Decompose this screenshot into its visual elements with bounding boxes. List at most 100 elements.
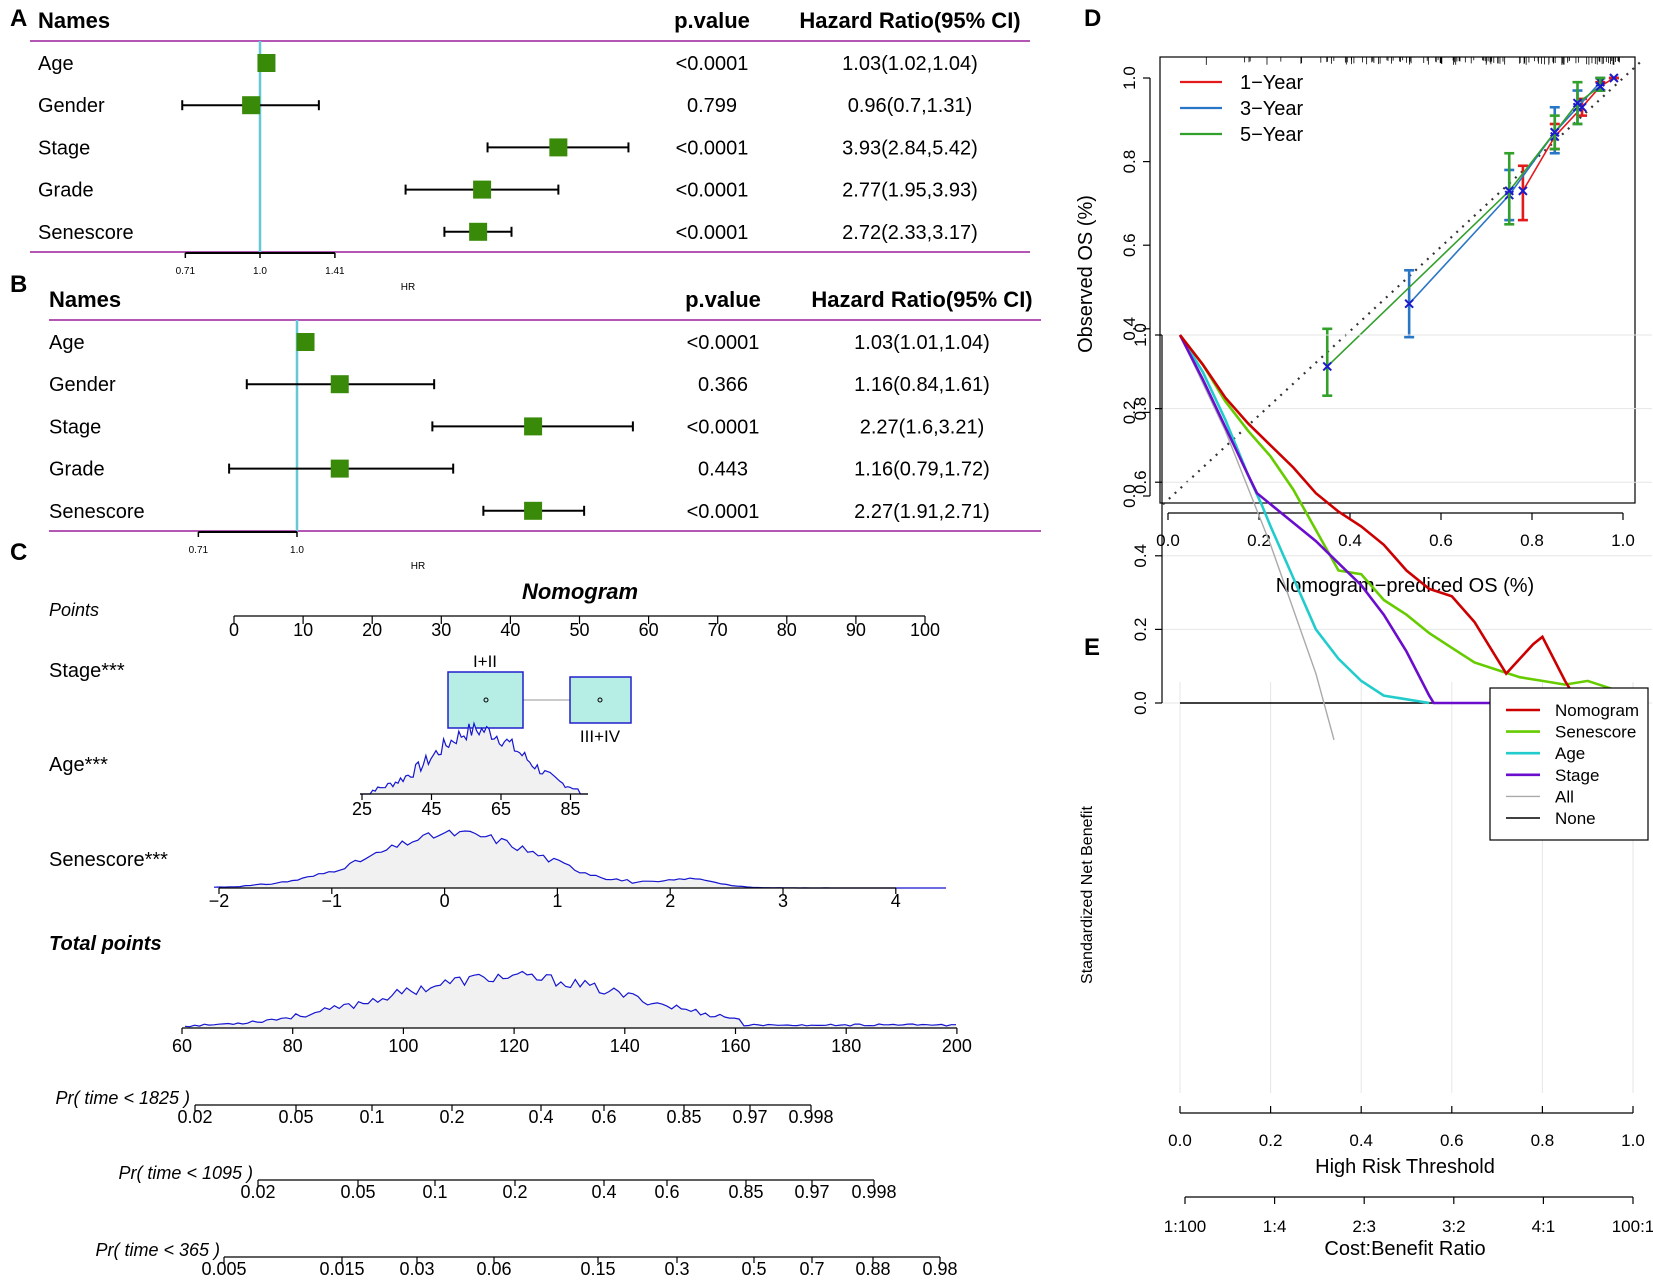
panel-label-e: E [1084,634,1100,661]
forest-a-row-name: Grade [38,180,94,202]
nomogram-age-density-line [360,721,588,795]
forest-a-hr-marker [257,54,276,72]
nomogram-points-tick-label: 10 [293,620,313,640]
nomogram-total-tick-label: 140 [610,1036,640,1056]
calibration-x-tick-label: 0.2 [1247,531,1271,550]
nomogram-age-label: Age*** [49,754,108,776]
calibration-x-label: Nomogram−prediced OS (%) [1276,575,1534,597]
nomogram-senescore-label: Senescore*** [49,849,168,871]
nomogram-prob-tick-label: 0.03 [399,1259,434,1279]
nomogram-points-tick-label: 70 [708,620,728,640]
forest-a-row-pvalue: <0.0001 [676,53,749,75]
dca-ratio-tick-label: 4:1 [1532,1217,1556,1236]
nomogram-prob-tick-label: 0.6 [654,1182,679,1202]
nomogram-total-tick-label: 160 [720,1036,750,1056]
forest-a-row-ci: 2.77(1.95,3.93) [842,180,978,202]
forest-b-header-hr: Hazard Ratio(95% CI) [811,287,1032,312]
forest-b-row-pvalue: <0.0001 [687,501,760,523]
calibration-series-3year-line [1408,81,1601,305]
nomogram-senescore-tick-label: 1 [552,891,562,911]
dca-series-senescore [1178,334,1634,697]
calibration-legend-label: 1−Year [1240,72,1304,94]
calibration-series-3year-point [1404,299,1414,309]
nomogram-stage-box-low [447,671,524,729]
forest-b-row-ci: 1.16(0.79,1.72) [854,459,990,481]
nomogram-points-tick-label: 30 [431,620,451,640]
nomogram-total-tick-label: 80 [283,1036,303,1056]
nomogram-prob-tick-label: 0.2 [502,1182,527,1202]
calibration-series-1year-line [1522,77,1615,192]
nomogram-points-label: Points [49,600,99,620]
nomogram-prob-tick-label: 0.97 [732,1107,767,1127]
calibration-x-tick-label: 0.4 [1338,531,1362,550]
calibration-legend-label: 5−Year [1240,124,1304,146]
nomogram-total-tick-label: 180 [831,1036,861,1056]
nomogram-age-tick-label: 25 [352,799,372,819]
forest-a-hr-marker [242,96,261,115]
forest-b-row-name: Age [49,332,85,354]
forest-a-hr-marker [473,180,492,199]
nomogram-prob-tick-label: 0.06 [476,1259,511,1279]
forest-a-row-pvalue: <0.0001 [676,180,749,202]
nomogram-prob-tick-label: 0.005 [201,1259,246,1279]
forest-b-header-pvalue: p.value [685,287,761,312]
forest-b-axis-tick-label: 0.71 [189,545,209,556]
nomogram-prob-tick-label: 0.02 [240,1182,275,1202]
forest-b-hr-marker [330,375,349,394]
forest-b-row-pvalue: 0.443 [698,459,748,481]
calibration-ideal-line [1162,60,1642,506]
dca-legend-label: None [1555,809,1596,828]
nomogram-prob-label: Pr( time < 365 ) [95,1240,220,1260]
calibration-x-tick-label: 0.0 [1156,531,1180,550]
nomogram-points-tick-label: 90 [846,620,866,640]
forest-a-row-pvalue: <0.0001 [676,137,749,159]
nomogram-senescore-tick-label: 0 [440,891,450,911]
dca-legend-label: Age [1555,744,1585,763]
calibration-series-5year-point [1504,186,1514,196]
dca-ratio-tick-label: 3:2 [1442,1217,1466,1236]
nomogram-prob-tick-label: 0.02 [177,1107,212,1127]
nomogram-total-tick-label: 100 [388,1036,418,1056]
nomogram-prob-tick-label: 0.4 [528,1107,553,1127]
nomogram-prob-tick-label: 0.015 [319,1259,364,1279]
nomogram-prob-tick-label: 0.5 [741,1259,766,1279]
nomogram-prob-tick-label: 0.4 [591,1182,616,1202]
nomogram-prob-label: Pr( time < 1825 ) [55,1088,190,1108]
forest-a-header-pvalue: p.value [674,8,750,33]
nomogram-points-tick-label: 50 [569,620,589,640]
forest-b-row-pvalue: 0.366 [698,374,748,396]
calibration-series-1year-point [1609,73,1619,83]
dca-y-tick-label: 0.8 [1131,397,1150,421]
nomogram-points-tick-label: 80 [777,620,797,640]
panel-label-b: B [10,271,27,298]
dca-y-tick-label: 0.2 [1131,618,1150,642]
dca-legend-label: Nomogram [1555,701,1639,720]
forest-b-header-names: Names [49,287,121,312]
forest-b-row-name: Stage [49,416,101,438]
forest-a-hr-marker [469,222,488,241]
nomogram-prob-tick-label: 0.98 [922,1259,957,1279]
nomogram-total-tick-label: 60 [172,1036,192,1056]
calibration-x-tick-label: 0.8 [1520,531,1544,550]
dca-x-tick-label: 0.8 [1531,1131,1555,1150]
forest-a-axis-label: HR [401,282,415,293]
nomogram-points-tick-label: 20 [362,620,382,640]
forest-a-header-hr: Hazard Ratio(95% CI) [799,8,1020,33]
dca-x-tick-label: 0.2 [1259,1131,1283,1150]
dca-y-label: Standardized Net Benefit [1079,806,1096,984]
nomogram-total-label: Total points [49,933,162,955]
nomogram-prob-tick-label: 0.15 [580,1259,615,1279]
nomogram-prob-tick-label: 0.3 [664,1259,689,1279]
dca-y-tick-label: 0.0 [1131,691,1150,715]
nomogram-points-tick-label: 60 [639,620,659,640]
calibration-x-tick-label: 1.0 [1611,531,1635,550]
nomogram-prob-tick-label: 0.6 [591,1107,616,1127]
nomogram-points-tick-label: 100 [910,620,940,640]
nomogram-senescore-tick-label: 3 [778,891,788,911]
calibration-legend-label: 3−Year [1240,98,1304,120]
forest-a-row-ci: 3.93(2.84,5.42) [842,137,978,159]
nomogram-points-tick-label: 40 [500,620,520,640]
forest-a-row-name: Stage [38,137,90,159]
nomogram-age-tick-label: 45 [421,799,441,819]
